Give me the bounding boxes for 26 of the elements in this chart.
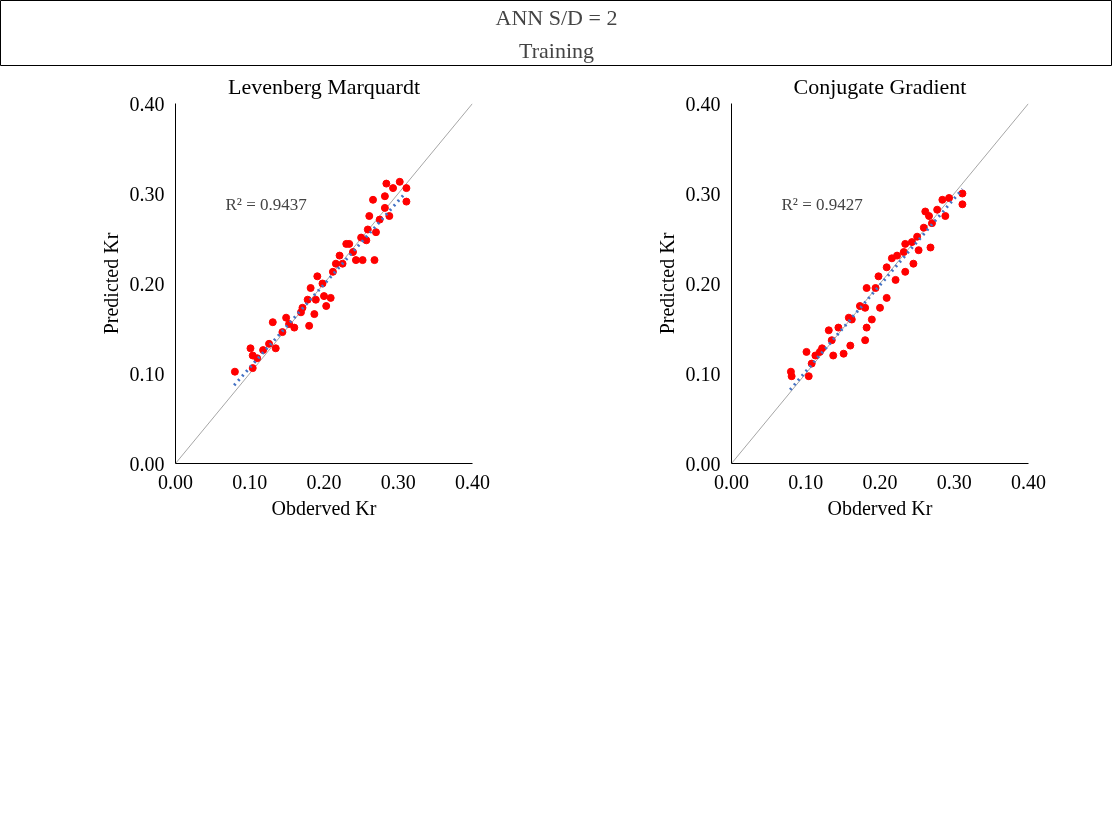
x-tick-label: 0.20: [862, 470, 898, 493]
y-tick-label: 0.20: [129, 272, 165, 295]
x-tick-label: 0.40: [455, 470, 490, 493]
y-tick-label: 0.40: [685, 92, 721, 115]
y-tick-label: 0.10: [129, 362, 165, 385]
x-tick-label: 0.10: [788, 470, 824, 493]
y-tick-label: 0.20: [685, 272, 721, 295]
x-tick-label: 0.40: [1011, 470, 1046, 493]
y-axis-title: Predicted Kr: [99, 232, 122, 335]
y-axis-title: Predicted Kr: [655, 232, 678, 335]
text: Training: [519, 37, 594, 63]
x-tick-label: 0.10: [232, 470, 268, 493]
annotation: R² = 0.9437: [225, 194, 308, 214]
text: ANN S/D = 2: [495, 4, 618, 30]
chart-title: Conjugate Gradient: [793, 73, 967, 99]
annotation: R² = 0.9427: [781, 194, 864, 214]
x-axis-title: Obderved Kr: [271, 496, 377, 519]
chart-title: Levenberg Marquardt: [227, 73, 421, 99]
y-tick-label: 0.30: [129, 182, 165, 205]
x-axis-title: Obderved Kr: [827, 496, 933, 519]
x-tick-label: 0.30: [936, 470, 972, 493]
y-tick-label: 0.30: [685, 182, 721, 205]
y-tick-label: 0.10: [685, 362, 721, 385]
x-tick-label: 0.20: [306, 470, 342, 493]
x-tick-label: 0.30: [380, 470, 416, 493]
y-tick-label: 0.40: [129, 92, 165, 115]
